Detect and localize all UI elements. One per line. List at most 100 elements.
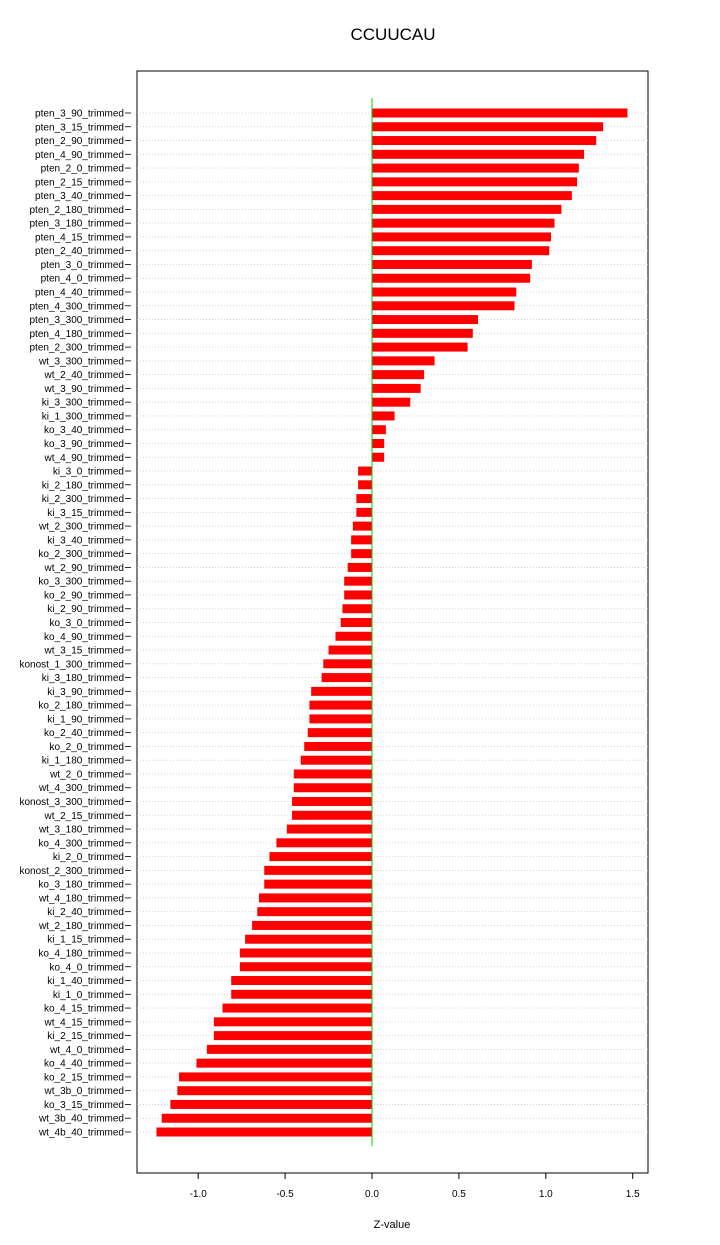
bar [344,576,372,586]
category-label: ki_3_40_trimmed [47,535,124,546]
category-label: wt_4_90_trimmed [44,453,124,464]
category-label: pten_4_90_trimmed [35,150,124,161]
category-label: ki_2_0_trimmed [53,852,124,863]
category-label: wt_3_180_trimmed [38,825,124,836]
bar [170,1099,372,1109]
category-label: wt_3_300_trimmed [38,356,124,367]
bars [156,98,628,1146]
category-label: ko_3_180_trimmed [38,880,124,891]
category-label: ki_1_15_trimmed [47,935,124,946]
bar [206,1044,372,1054]
category-label: ki_2_15_trimmed [47,1031,124,1042]
category-label: ko_2_40_trimmed [44,728,124,739]
category-label: ki_1_40_trimmed [47,976,124,987]
category-label: ki_1_0_trimmed [53,990,124,1001]
bar [358,466,372,476]
category-label: ko_3_90_trimmed [44,439,124,450]
category-label: ki_3_0_trimmed [53,467,124,478]
category-label: pten_2_15_trimmed [35,177,124,188]
bar [356,507,372,517]
category-label: ko_4_15_trimmed [44,1004,124,1015]
category-label: wt_3_15_trimmed [44,646,124,657]
bar [358,480,372,490]
category-label: pten_4_180_trimmed [29,329,124,340]
bar [245,934,372,944]
category-label: wt_2_90_trimmed [44,563,124,574]
category-label: ki_1_180_trimmed [42,756,124,767]
category-label: ko_4_300_trimmed [38,838,124,849]
bar [356,494,372,504]
bar [293,783,372,793]
category-label: pten_3_0_trimmed [41,260,124,271]
bar [213,1031,372,1041]
category-label: pten_4_300_trimmed [29,301,124,312]
bar [161,1113,372,1123]
bar [309,714,372,724]
bar [239,948,372,958]
bar [372,328,473,338]
category-label: wt_2_15_trimmed [44,811,124,822]
bar [321,673,372,683]
bar [196,1058,372,1068]
bar [269,852,372,862]
category-label: pten_3_90_trimmed [35,109,124,120]
bar [372,425,386,435]
x-tick-label: -1.0 [190,1189,208,1200]
category-label: ki_2_180_trimmed [42,480,124,491]
bar [222,1003,372,1013]
bar [372,136,597,146]
bar [372,273,531,283]
x-tick-label: 0.5 [452,1189,466,1200]
bar [340,618,372,627]
bar [177,1086,372,1096]
category-label: ki_3_15_trimmed [47,508,124,519]
category-label: pten_4_40_trimmed [35,288,124,299]
bar [372,218,555,228]
bar [347,562,372,572]
category-label: ko_3_15_trimmed [44,1100,124,1111]
bar [372,163,579,173]
category-label: wt_3b_40_trimmed [38,1114,124,1125]
bar [351,549,372,559]
category-label: wt_4_300_trimmed [38,783,124,794]
bar [372,259,532,269]
bar [179,1072,372,1082]
chart-title: CCUUCAU [351,25,436,44]
bar [328,645,372,655]
category-label: ki_1_300_trimmed [42,411,124,422]
category-label: wt_3b_0_trimmed [44,1086,124,1097]
bar [286,824,372,834]
category-label: ko_2_180_trimmed [38,701,124,712]
bar [323,659,372,669]
x-tick-label: 0.0 [365,1189,379,1200]
bar [372,315,479,325]
bar [293,769,372,779]
bar [372,383,421,393]
category-label: wt_2_40_trimmed [44,370,124,381]
bar [292,810,372,820]
bar [372,342,468,352]
category-label: wt_2_0_trimmed [49,769,124,780]
category-label: ko_4_40_trimmed [44,1059,124,1070]
category-label: ki_1_90_trimmed [47,714,124,725]
category-label: ko_3_40_trimmed [44,425,124,436]
category-label: wt_2_180_trimmed [38,921,124,932]
bar [304,741,372,751]
x-tick-label: 1.5 [626,1189,640,1200]
bar [276,838,372,848]
bar [372,191,572,201]
bar [311,686,372,696]
category-label: pten_4_0_trimmed [41,274,124,285]
x-axis: -1.0 -0.5 0.0 0.5 1.0 1.5 [190,1172,640,1200]
bar [213,1017,372,1027]
bar [335,631,372,641]
bar [264,879,372,889]
category-label: pten_2_0_trimmed [41,164,124,175]
category-label: konost_3_300_trimmed [19,797,124,808]
category-labels: pten_3_90_trimmed pten_3_15_trimmed pten_2… [19,109,131,1139]
category-label: wt_4_15_trimmed [44,1017,124,1028]
category-label: pten_2_180_trimmed [29,205,124,216]
category-label: ko_2_0_trimmed [50,742,124,753]
bar [372,122,604,132]
